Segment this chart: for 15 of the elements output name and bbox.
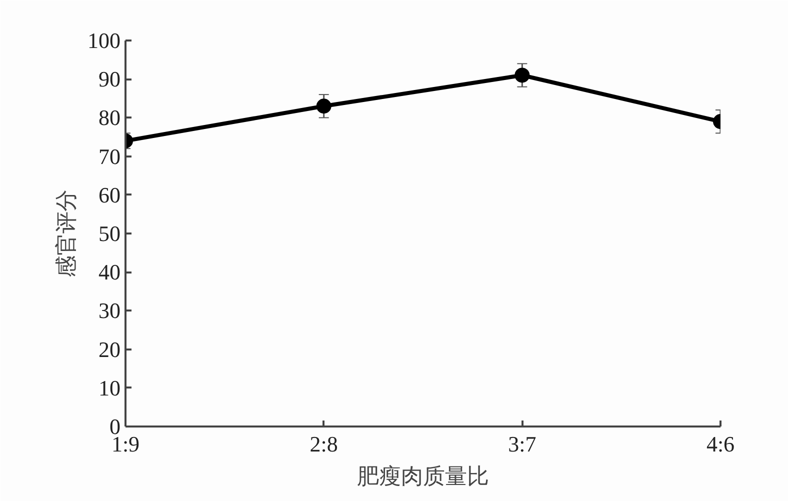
- y-tick-label: 40: [98, 260, 120, 285]
- y-tick-label: 30: [98, 298, 120, 324]
- x-tick-label: 3:7: [508, 432, 536, 456]
- x-axis-title: 肥瘦肉质量比: [357, 464, 489, 490]
- y-tick-label: 100: [88, 28, 120, 53]
- y-tick-label: 70: [98, 144, 120, 169]
- y-tick-label: 10: [98, 375, 120, 400]
- x-tick-label: 2:8: [310, 432, 338, 456]
- y-tick-label: 50: [98, 221, 120, 246]
- y-tick-label: 60: [98, 182, 120, 208]
- x-tick-label: 4:6: [706, 432, 735, 456]
- y-axis-title: 感官评分: [54, 190, 80, 278]
- y-tick-label: 80: [98, 105, 120, 130]
- y-tick-label: 20: [98, 336, 120, 362]
- y-tick-label: 90: [98, 66, 120, 92]
